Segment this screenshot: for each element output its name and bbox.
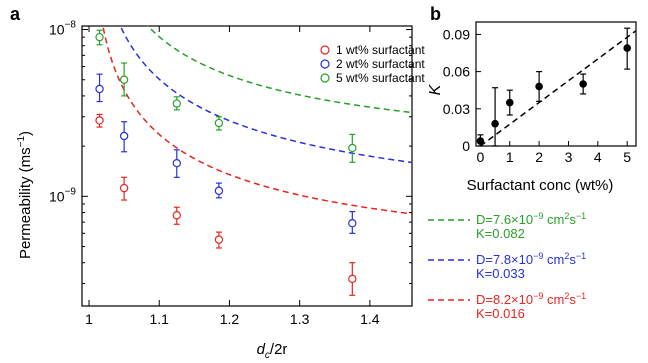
panel-b-y-axis-label: K [427, 83, 444, 95]
fit-curve-2 [146, 26, 412, 114]
x-tick-label: 5 [623, 149, 631, 165]
x-tick-label: 0 [477, 149, 485, 165]
data-point [95, 32, 104, 42]
x-tick-label: 1.1 [149, 311, 169, 327]
panel-a-letter: a [10, 4, 21, 24]
fit-curve-0 [102, 26, 412, 215]
fit-legend-d-1wt: D=8.2×10−9 cm2s−1 [476, 291, 586, 307]
panel-a-plot-area: 1 1.1 1.2 1.3 1.4 10−8 10−9 [49, 20, 413, 327]
fit-legend-d-2wt: D=7.8×10−9 cm2s−1 [476, 251, 586, 267]
panel-a-legend: 1 wt% surfactant 2 wt% surfactant 5 wt% … [320, 43, 425, 85]
legend-label-1wt: 1 wt% surfactant [336, 43, 425, 57]
legend-entry-5wt: 5 wt% surfactant [320, 71, 425, 85]
panel-b-plot-area: 0 1 2 3 4 5 0 0.03 0.06 0.09 [443, 21, 637, 165]
data-point [623, 44, 631, 52]
data-point [172, 99, 181, 108]
data-point [119, 131, 129, 141]
y-tick-label: 0.06 [443, 64, 470, 80]
x-tick-label: 4 [594, 149, 602, 165]
x-tick-label: 3 [565, 149, 573, 165]
panel-b: b 0 1 2 3 4 5 0 0.03 0.06 0.09 K Surfactant conc … [427, 4, 637, 194]
fit-legend-k-5wt: K=0.082 [476, 226, 525, 241]
data-point [348, 143, 357, 153]
y-tick-label: 10−8 [49, 20, 76, 38]
data-point [214, 118, 224, 128]
data-point [95, 116, 104, 125]
data-point [119, 183, 129, 193]
x-tick-label: 1.2 [220, 311, 240, 327]
y-tick-label: 0.03 [443, 101, 470, 117]
x-tick-label: 1 [506, 149, 514, 165]
data-point [172, 211, 181, 220]
data-point [119, 75, 129, 84]
x-tick-label: 1.4 [360, 311, 380, 327]
data-point [505, 98, 514, 107]
fit-legend-d-5wt: D=7.6×10−9 cm2s−1 [476, 211, 586, 227]
legend-label-2wt: 2 wt% surfactant [336, 57, 425, 71]
y-tick-label: 0.09 [443, 26, 470, 42]
linear-fit-line [479, 30, 636, 146]
data-point [579, 80, 587, 88]
data-point [535, 82, 543, 91]
data-point [476, 137, 485, 145]
fit-legend-entry-1wt: D=8.2×10−9 cm2s−1 K=0.016 [428, 291, 586, 321]
x-tick-label: 1 [85, 311, 93, 327]
fit-legend-k-1wt: K=0.016 [476, 306, 525, 321]
panel-a: a 1 1.1 1.2 1.3 1.4 10−8 10−9 Permeability (ms… [10, 4, 425, 361]
data-point [214, 186, 224, 195]
y-tick-label: 0 [462, 138, 470, 154]
x-tick-label: 2 [535, 149, 543, 165]
legend-entry-1wt: 1 wt% surfactant [320, 43, 425, 57]
data-point [491, 119, 499, 128]
panel-a-y-axis-label: Permeability (ms−1) [16, 131, 34, 259]
data-point [95, 84, 104, 94]
panel-a-frame [81, 25, 413, 307]
fit-legend-entry-5wt: D=7.6×10−9 cm2s−1 K=0.082 [428, 211, 586, 241]
fit-legend-entry-2wt: D=7.8×10−9 cm2s−1 K=0.033 [428, 251, 586, 281]
legend-marker-1wt [320, 45, 330, 55]
legend-label-5wt: 5 wt% surfactant [336, 71, 425, 85]
legend-entry-2wt: 2 wt% surfactant [320, 57, 425, 71]
panel-a-x-axis-label: dc/2r [257, 341, 288, 358]
fit-legend-k-2wt: K=0.033 [476, 266, 525, 281]
data-point [214, 235, 224, 244]
x-tick-label: 1.3 [290, 311, 310, 327]
legend-marker-2wt [320, 59, 330, 69]
fit-legend: D=7.6×10−9 cm2s−1 K=0.082 D=7.8×10−9 cm2… [428, 211, 586, 321]
panel-b-letter: b [430, 4, 441, 24]
data-point [172, 158, 181, 168]
legend-marker-5wt [320, 73, 330, 83]
data-point [348, 274, 357, 284]
panel-b-frame [475, 21, 637, 147]
panel-b-x-axis-label: Surfactant conc (wt%) [467, 177, 614, 194]
fit-curve-1 [119, 26, 412, 164]
y-tick-label: 10−9 [49, 186, 76, 204]
data-point [348, 219, 357, 228]
